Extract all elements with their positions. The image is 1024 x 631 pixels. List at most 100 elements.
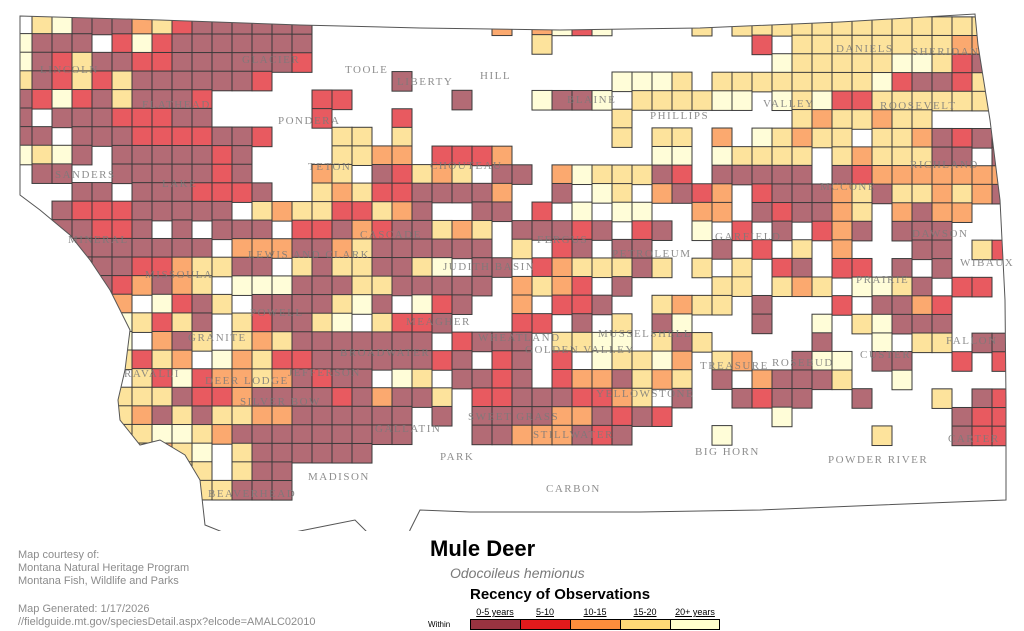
grid-cell	[651, 294, 673, 316]
grid-cell	[331, 89, 353, 111]
grid-cell	[131, 14, 153, 36]
county-label: CASCADE	[360, 229, 422, 241]
grid-cell	[371, 164, 393, 185]
grid-cell	[211, 14, 233, 36]
grid-cell	[411, 238, 433, 260]
grid-cell	[31, 126, 53, 147]
grid-cell	[771, 220, 793, 242]
legend-swatch	[670, 619, 720, 630]
grid-cell	[191, 238, 213, 259]
grid-cell	[291, 52, 313, 73]
county-label: JUDITH BASIN	[443, 261, 535, 273]
grid-cell	[711, 276, 733, 297]
grid-cell	[1012, 408, 1024, 428]
grid-cell	[811, 127, 833, 149]
grid-cell	[111, 107, 133, 129]
grid-cell	[791, 388, 813, 409]
grid-cell	[351, 442, 373, 464]
grid-cell	[151, 330, 173, 352]
grid-cell	[471, 201, 493, 223]
county-label: WHEATLAND	[478, 332, 561, 344]
county-label: FERGUS	[537, 234, 588, 246]
grid-cell	[271, 480, 293, 501]
grid-cell	[871, 109, 893, 130]
grid-cell	[20, 126, 33, 147]
grid-cell	[1012, 54, 1024, 74]
grid-cell	[631, 369, 653, 390]
grid-cell	[191, 33, 213, 55]
grid-cell	[651, 369, 673, 390]
grid-cell	[20, 107, 33, 129]
grid-cell	[671, 387, 693, 409]
grid-cell	[251, 14, 273, 36]
grid-cell	[851, 53, 873, 74]
grid-cell	[131, 442, 153, 464]
grid-cell	[271, 33, 293, 55]
grid-cell	[411, 275, 433, 297]
grid-cell	[151, 200, 173, 222]
grid-cell	[891, 72, 913, 93]
grid-cell	[531, 34, 553, 55]
grid-cell	[751, 201, 773, 223]
grid-cell	[911, 295, 933, 316]
grid-cell	[811, 202, 833, 223]
grid-cell	[111, 70, 133, 92]
grid-cell	[111, 126, 133, 147]
grid-cell	[131, 405, 153, 426]
grid-cell	[71, 33, 93, 54]
grid-cell	[191, 107, 213, 129]
grid-cell	[111, 200, 133, 222]
grid-cell	[631, 90, 653, 111]
grid-cell	[631, 71, 653, 93]
grid-cell	[191, 424, 213, 445]
grid-cell	[211, 163, 233, 185]
grid-cell	[131, 219, 153, 240]
grid-cell	[351, 405, 373, 427]
grid-cell	[311, 294, 333, 315]
grid-cell	[951, 72, 973, 93]
grid-cell	[331, 201, 353, 222]
grid-cell	[131, 461, 153, 482]
grid-cell	[591, 183, 613, 204]
grid-cell	[331, 275, 353, 297]
grid-cell	[371, 238, 393, 260]
grid-cell	[71, 293, 93, 315]
grid-cell	[131, 70, 153, 92]
county-label: CUSTER	[860, 349, 911, 361]
grid-cell	[571, 164, 593, 186]
grid-cell	[651, 145, 673, 167]
grid-cell	[171, 145, 193, 166]
grid-cell	[171, 107, 193, 129]
grid-cell	[191, 405, 213, 427]
grid-cell	[891, 127, 913, 149]
county-label: GOLDEN VALLEY	[525, 344, 635, 356]
grid-cell	[811, 16, 833, 37]
grid-cell	[771, 257, 793, 279]
grid-cell	[551, 182, 573, 204]
grid-cell	[131, 144, 153, 166]
grid-cell	[971, 90, 993, 112]
grid-cell	[351, 387, 373, 408]
grid-cell	[911, 127, 933, 149]
grid-cell	[431, 182, 453, 204]
grid-cell	[471, 238, 493, 260]
grid-cell	[611, 71, 633, 93]
grid-cell	[571, 201, 593, 223]
grid-cell	[991, 183, 1006, 205]
grid-cell	[111, 293, 133, 315]
observation-grid	[20, 14, 1024, 501]
grid-cell	[131, 349, 153, 371]
grid-cell	[551, 275, 573, 297]
grid-cell	[451, 275, 473, 297]
grid-cell	[131, 386, 153, 408]
grid-cell	[751, 183, 773, 204]
grid-cell	[311, 182, 333, 204]
grid-cell	[251, 219, 273, 241]
grid-cell	[731, 90, 753, 111]
grid-cell	[751, 164, 773, 186]
grid-cell	[171, 33, 193, 55]
grid-cell	[411, 294, 433, 315]
grid-cell	[20, 51, 33, 73]
grid-cell	[71, 275, 93, 296]
grid-cell	[851, 90, 873, 112]
